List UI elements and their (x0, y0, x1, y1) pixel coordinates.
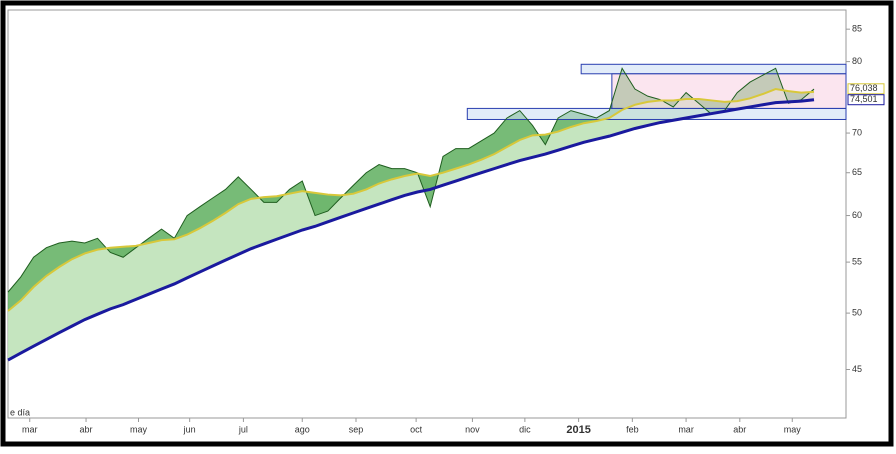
x-tick-label: dic (519, 424, 531, 434)
value-label-box (847, 83, 885, 95)
note: e día (10, 407, 30, 417)
y-tick-label: 70 (852, 127, 862, 137)
x-tick-label: jun (183, 424, 196, 434)
series-line (7, 88, 815, 312)
x-tick-label: 2015 (566, 424, 590, 436)
x-tick-label: may (784, 424, 802, 434)
zone (466, 107, 847, 120)
value-label: 76,038 (850, 83, 878, 93)
x-tick-label: sep (349, 424, 364, 434)
value-label: 74,501 (850, 94, 878, 104)
x-tick-label: abr (733, 424, 746, 434)
series-line (7, 98, 815, 362)
x-tick-label: mar (678, 424, 694, 434)
x-tick-label: nov (465, 424, 480, 434)
x-tick-label: ago (295, 424, 310, 434)
y-tick-label: 60 (852, 210, 862, 220)
y-tick-label: 80 (852, 56, 862, 66)
y-tick-label: 50 (852, 307, 862, 317)
x-tick-label: feb (626, 424, 639, 434)
y-tick-label: 85 (852, 24, 862, 34)
x-tick-label: abr (80, 424, 93, 434)
y-tick-label: 65 (852, 167, 862, 177)
y-tick-label: 55 (852, 256, 862, 266)
value-label-box (847, 94, 885, 106)
y-tick-label: 45 (852, 364, 862, 374)
x-tick-label: may (130, 424, 148, 434)
x-tick-label: oct (410, 424, 423, 434)
x-tick-label: mar (22, 424, 38, 434)
zone (611, 73, 847, 109)
x-tick-label: jul (238, 424, 248, 434)
